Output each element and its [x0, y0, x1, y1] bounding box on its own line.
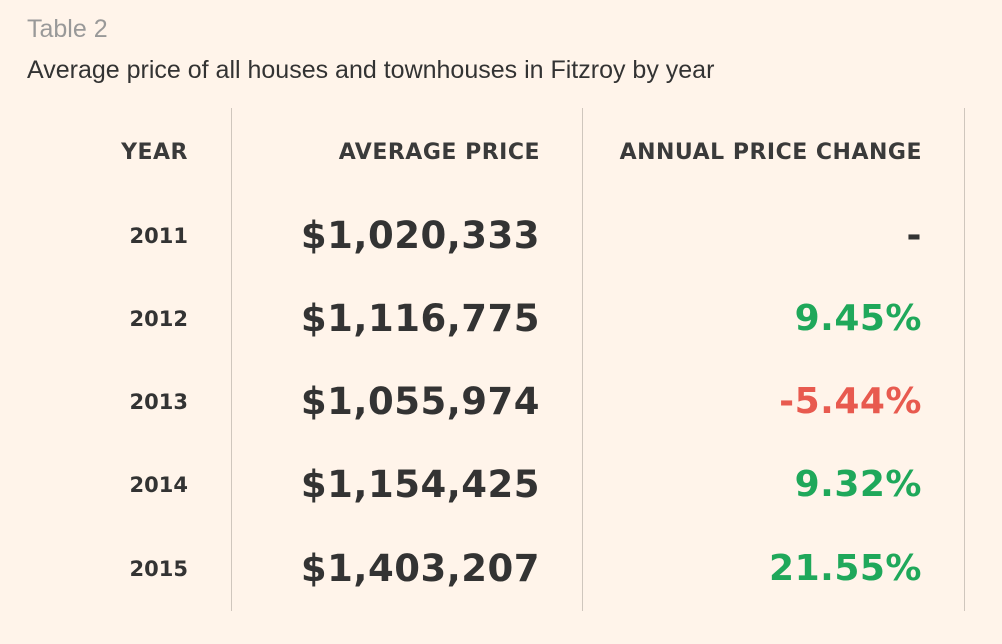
- price-cell: $1,020,333: [300, 214, 540, 257]
- year-cell: 2012: [129, 307, 188, 331]
- price-cell: $1,154,425: [300, 463, 540, 506]
- table-caption-title: Average price of all houses and townhous…: [27, 56, 715, 84]
- column-divider-3: [964, 108, 965, 611]
- change-cell: 9.45%: [794, 298, 922, 339]
- price-cell: $1,055,974: [300, 380, 540, 423]
- year-cell: 2015: [129, 557, 188, 581]
- price-cell: $1,116,775: [300, 297, 540, 340]
- change-cell: 9.32%: [794, 464, 922, 505]
- change-cell: 21.55%: [769, 548, 922, 589]
- year-cell: 2014: [129, 473, 188, 497]
- table-caption-label: Table 2: [27, 15, 108, 43]
- change-cell: -5.44%: [779, 381, 922, 422]
- header-annual-price-change: ANNUAL PRICE CHANGE: [619, 140, 922, 165]
- price-cell: $1,403,207: [300, 547, 540, 590]
- header-average-price: AVERAGE PRICE: [338, 140, 540, 165]
- header-year: YEAR: [121, 140, 188, 165]
- change-cell: -: [906, 215, 922, 256]
- year-cell: 2013: [129, 390, 188, 414]
- column-divider-1: [231, 108, 232, 611]
- column-divider-2: [582, 108, 583, 611]
- year-cell: 2011: [129, 224, 188, 248]
